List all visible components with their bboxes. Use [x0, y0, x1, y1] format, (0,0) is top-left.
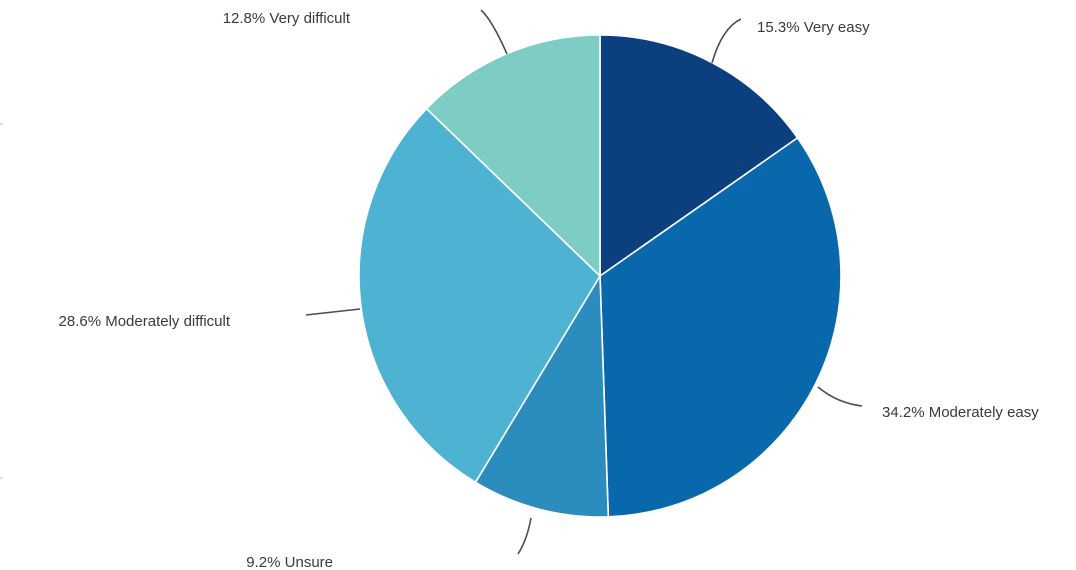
slice-label-very-easy: 15.3% Very easy: [757, 19, 870, 36]
pie-slice-moderately-difficult: [358, 107, 602, 484]
slice-label-very-difficult: 12.8% Very difficult: [223, 10, 351, 27]
leader-line-very-easy: [711, 18, 742, 64]
pie-slice-very-easy: [599, 34, 799, 278]
leader-line-moderately-difficult: [305, 308, 361, 316]
leader-line-very-difficult: [480, 9, 508, 55]
pie-leader-lines: [305, 9, 863, 555]
pie-slice-very-difficult: [425, 34, 601, 278]
pie-slice-unsure: [474, 273, 610, 518]
slice-label-moderately-easy: 34.2% Moderately easy: [882, 404, 1039, 421]
pie-labels: 15.3% Very easy 34.2% Moderately easy 9.2%…: [59, 10, 1040, 570]
leader-line-unsure: [517, 517, 532, 555]
pie-slice-moderately-easy: [599, 136, 842, 518]
leader-line-moderately-easy: [817, 386, 863, 407]
slice-label-moderately-difficult: 28.6% Moderately difficult: [59, 313, 231, 330]
slice-label-unsure: 9.2% Unsure: [246, 554, 333, 570]
pie-slices: [358, 34, 842, 518]
